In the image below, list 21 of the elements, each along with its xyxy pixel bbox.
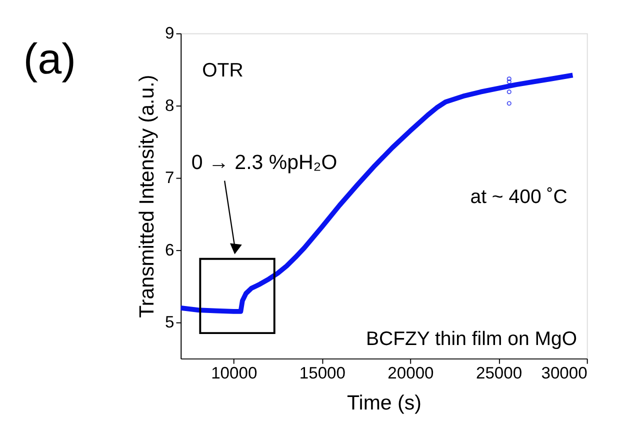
annotation: 0 → 2.3 %pH₂O: [191, 151, 338, 174]
point: [506, 90, 512, 94]
y-tick-label: 9: [165, 24, 174, 43]
annotation: OTR: [202, 59, 244, 82]
y-tick-label: 5: [165, 312, 174, 332]
x-tick-label: 20000: [388, 363, 434, 382]
y-tick-label: 6: [165, 240, 174, 260]
point: [506, 79, 512, 84]
text: (a): [23, 35, 76, 84]
annotation: at ~ 400 ˚C: [470, 186, 568, 208]
x-tick-label: 25000: [476, 363, 522, 382]
x-tick-label: 30000: [541, 363, 588, 382]
point: [506, 76, 512, 82]
annotation: BCFZY thin film on MgO: [366, 328, 578, 350]
x-tick-label: 10000: [211, 363, 258, 382]
x-tick-label: 15000: [299, 363, 346, 382]
x-axis-title: Time (s): [347, 392, 422, 415]
y-axis-title: Transmitted Intensity (a.u.): [135, 74, 158, 318]
y-tick-label: 7: [165, 168, 174, 188]
y-tick-label: 8: [165, 96, 174, 115]
point: [506, 101, 512, 106]
